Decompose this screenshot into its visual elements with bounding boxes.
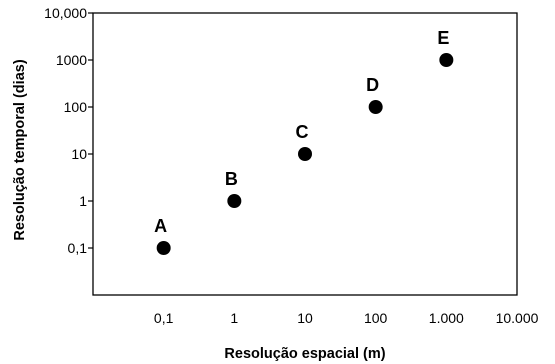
x-tick-label: 1.000 <box>429 310 464 326</box>
point-label-a: A <box>154 216 167 236</box>
y-tick-label: 1000 <box>56 52 87 68</box>
data-point-d <box>368 100 383 114</box>
x-tick-label: 1 <box>230 310 238 326</box>
x-tick-label: 10 <box>297 310 313 326</box>
data-point-e <box>439 53 454 67</box>
data-points: A B C D E <box>154 28 454 255</box>
x-axis-title: Resolução espacial (m) <box>224 346 385 362</box>
y-tick-label: 10,000 <box>44 5 87 21</box>
point-label-d: D <box>366 75 379 95</box>
x-axis-ticks: 0,1 1 10 100 1.000 10.000 <box>154 310 539 326</box>
y-tick-label: 1 <box>79 193 87 209</box>
y-tick-label: 0,1 <box>68 240 88 256</box>
point-label-c: C <box>296 122 309 142</box>
y-axis-ticks: 0,1 1 10 100 1000 10,000 <box>44 5 93 256</box>
point-label-e: E <box>437 28 449 48</box>
x-tick-label: 0,1 <box>154 310 174 326</box>
y-tick-label: 10 <box>71 146 87 162</box>
data-point-b <box>227 194 242 208</box>
x-tick-label: 100 <box>364 310 388 326</box>
x-tick-label: 10.000 <box>496 310 539 326</box>
data-point-a <box>156 241 171 255</box>
point-label-b: B <box>225 169 238 189</box>
y-axis-title: Resolução temporal (dias) <box>12 59 28 240</box>
data-point-c <box>298 147 312 161</box>
y-tick-label: 100 <box>64 99 88 115</box>
